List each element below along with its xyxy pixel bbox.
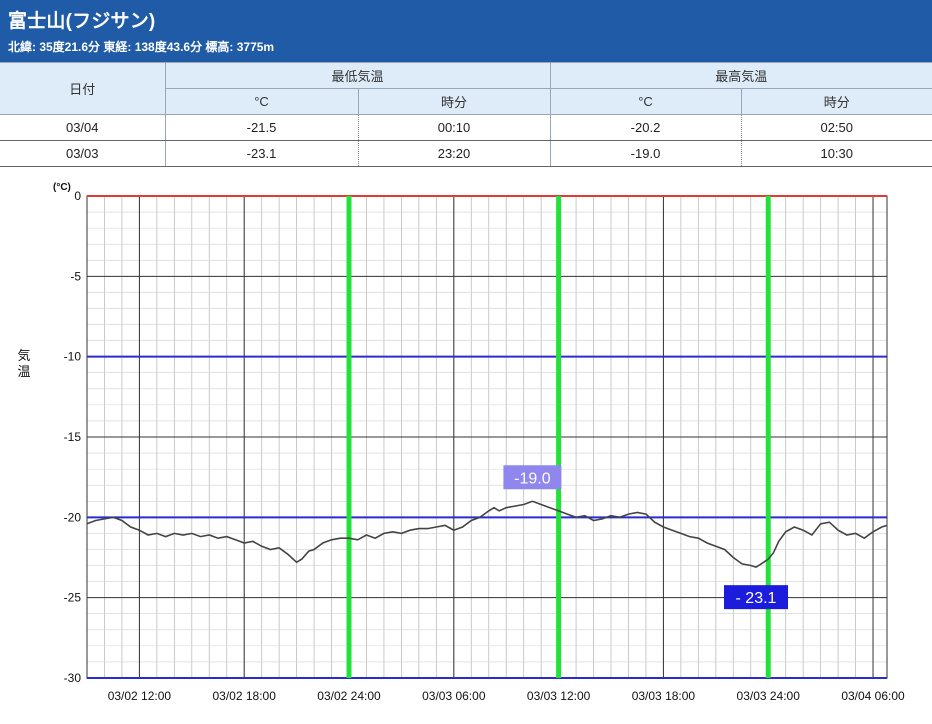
station-header: 富士山(フジサン) 北緯: 35度21.6分 東経: 138度43.6分 標高:… [0, 0, 932, 62]
min-time-header: 時分 [358, 88, 551, 115]
x-tick-label: 03/03 18:00 [632, 689, 696, 703]
series-group [86, 500, 888, 568]
y-tick-label: -15 [64, 430, 82, 444]
min-unit-header: °C [165, 88, 359, 115]
x-axis-ticks: 03/02 12:00 03/02 18:00 03/02 24:00 03/03 0… [108, 689, 905, 703]
x-tick-label: 03/02 18:00 [213, 689, 277, 703]
y-axis-label-char: 気 [17, 348, 30, 363]
row-max-time: 02:50 [741, 114, 932, 141]
row-max-temp: -20.2 [550, 114, 742, 141]
annotation-label: -19.0 [514, 470, 551, 487]
y-tick-label: -20 [64, 510, 82, 524]
y-tick-label: -5 [70, 269, 81, 283]
row-max-time: 10:30 [741, 140, 932, 167]
annotation-box [723, 585, 788, 610]
row-max-temp: -19.0 [550, 140, 742, 167]
x-tick-label: 03/02 24:00 [317, 689, 381, 703]
station-coordinates: 北緯: 35度21.6分 東経: 138度43.6分 標高: 3775m [8, 40, 275, 54]
station-title: 富士山(フジサン) [8, 11, 156, 32]
annotation-box [503, 465, 562, 490]
reference-lines [87, 195, 887, 679]
row-min-temp: -21.5 [165, 114, 359, 141]
y-axis-label-char: 温 [17, 364, 30, 379]
y-unit-label: (°C) [53, 182, 71, 193]
max-temp-header: 最高気温 [550, 62, 932, 89]
temperature-chart: 0 -5 -10 -15 -20 -25 -30 03/02 12:00 03/02 18:0… [0, 168, 932, 724]
x-tick-label: 03/03 06:00 [422, 689, 486, 703]
row-date: 03/04 [0, 114, 166, 141]
annotation-label: - 23.1 [736, 590, 777, 607]
x-tick-label: 03/04 06:00 [841, 689, 905, 703]
x-tick-label: 03/03 12:00 [527, 689, 591, 703]
row-min-temp: -23.1 [165, 140, 359, 167]
y-axis-label: 気温 [17, 348, 30, 379]
y-tick-label: -30 [64, 671, 82, 685]
y-axis-ticks: 0 -5 -10 -15 -20 -25 -30 [64, 189, 82, 685]
temperature-series-line [86, 500, 888, 568]
max-time-header: 時分 [741, 88, 932, 115]
x-tick-label: 03/02 12:00 [108, 689, 172, 703]
y-tick-label: -10 [64, 350, 82, 364]
row-min-time: 00:10 [358, 114, 551, 141]
y-tick-label: 0 [74, 189, 81, 203]
row-min-time: 23:20 [358, 140, 551, 167]
annotations: -19.0 - 23.1 [503, 465, 788, 610]
temperature-summary-table: 日付 最低気温 最高気温 °C 時分 °C 時分 03/04 -21.5 00:… [0, 62, 932, 167]
min-temp-header: 最低気温 [165, 62, 551, 89]
chart-svg: 0 -5 -10 -15 -20 -25 -30 03/02 12:00 03/02 18:0… [17, 182, 905, 703]
x-tick-label: 03/03 24:00 [737, 689, 801, 703]
max-unit-header: °C [550, 88, 742, 115]
table-row: 03/04 -21.5 00:10 -20.2 02:50 [0, 114, 932, 141]
row-date: 03/03 [0, 140, 166, 167]
table-row: 03/03 -23.1 23:20 -19.0 10:30 [0, 140, 932, 167]
date-column-header: 日付 [0, 62, 166, 115]
y-tick-label: -25 [64, 591, 82, 605]
